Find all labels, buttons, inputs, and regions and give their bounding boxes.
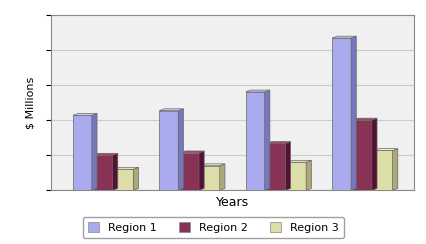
- Bar: [200, 166, 219, 190]
- Polygon shape: [245, 90, 269, 92]
- Polygon shape: [219, 164, 225, 190]
- Polygon shape: [200, 164, 225, 166]
- Polygon shape: [391, 149, 397, 190]
- Polygon shape: [114, 167, 138, 169]
- Bar: [180, 153, 199, 190]
- Polygon shape: [371, 118, 376, 190]
- Polygon shape: [305, 160, 311, 190]
- Polygon shape: [92, 113, 97, 190]
- Polygon shape: [331, 36, 355, 38]
- Polygon shape: [159, 109, 183, 111]
- Bar: [331, 38, 350, 190]
- Bar: [73, 115, 92, 190]
- X-axis label: Years: Years: [216, 196, 249, 209]
- Polygon shape: [266, 142, 290, 143]
- Bar: [93, 155, 112, 190]
- Bar: [159, 111, 178, 190]
- Bar: [245, 92, 264, 190]
- Bar: [114, 169, 133, 190]
- Polygon shape: [73, 113, 97, 115]
- Polygon shape: [285, 142, 290, 190]
- Bar: [266, 143, 285, 190]
- Polygon shape: [93, 153, 118, 155]
- Y-axis label: $ Millions: $ Millions: [26, 76, 36, 129]
- Polygon shape: [133, 167, 138, 190]
- Polygon shape: [199, 151, 204, 190]
- Legend: Region 1, Region 2, Region 3: Region 1, Region 2, Region 3: [82, 217, 344, 238]
- Polygon shape: [373, 149, 397, 151]
- Polygon shape: [352, 118, 376, 120]
- Polygon shape: [264, 90, 269, 190]
- Bar: [352, 120, 371, 190]
- Polygon shape: [286, 160, 311, 162]
- Polygon shape: [350, 36, 355, 190]
- Polygon shape: [112, 153, 118, 190]
- Polygon shape: [178, 109, 183, 190]
- Polygon shape: [180, 151, 204, 153]
- Bar: [286, 162, 305, 190]
- Bar: [373, 151, 391, 190]
